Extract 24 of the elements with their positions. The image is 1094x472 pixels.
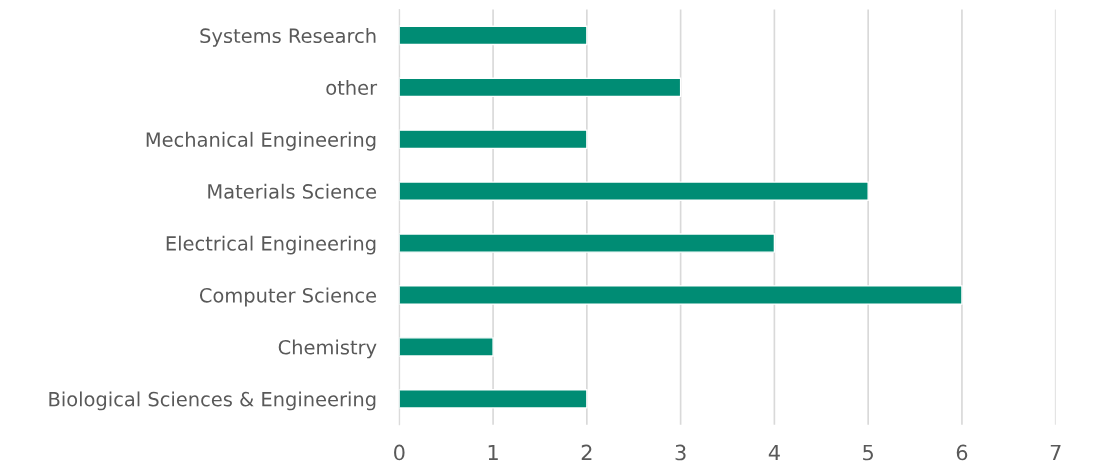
x-tick-label: 3 (675, 444, 686, 461)
x-tick-label: 7 (1050, 444, 1061, 461)
y-tick-label: other (326, 79, 378, 95)
bar (399, 25, 588, 46)
y-tick-label: Chemistry (278, 339, 377, 359)
bar (399, 181, 869, 201)
x-tick-label: 4 (768, 444, 780, 461)
bar (399, 233, 776, 253)
x-tick-label: 2 (581, 444, 592, 461)
bar (399, 337, 494, 357)
y-tick-label: Materials Science (208, 183, 377, 199)
y-tick-label: Mechanical Engineering (146, 131, 376, 151)
x-tick-label: 1 (488, 444, 498, 461)
bar (399, 389, 588, 409)
y-tick-label: Computer Science (199, 287, 377, 307)
bar (399, 77, 682, 98)
x-tick-label: 5 (863, 444, 873, 461)
y-tick-label: Electrical Engineering (166, 235, 376, 255)
y-tick-label: Biological Sciences & Engineering (49, 391, 376, 411)
x-tick-label: 6 (956, 444, 968, 461)
y-tick-label: Systems Research (200, 28, 376, 47)
bar (399, 285, 963, 305)
x-tick-label: 0 (394, 444, 405, 461)
bar (399, 129, 588, 150)
